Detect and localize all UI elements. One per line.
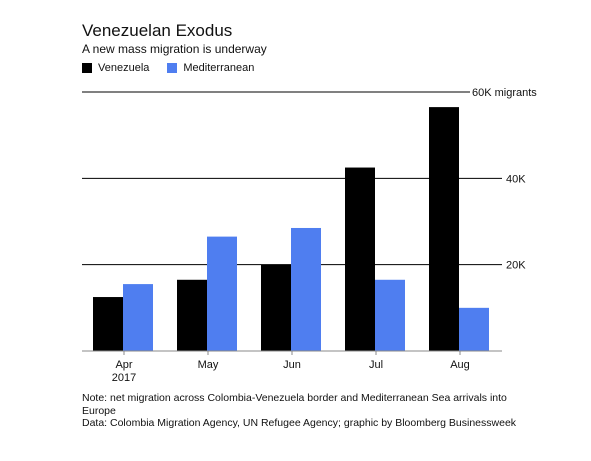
y-tick-label-1: 40K: [506, 173, 526, 185]
legend-label-venezuela: Venezuela: [98, 62, 150, 74]
legend-label-mediterranean: Mediterranean: [183, 62, 255, 74]
bar-mediterranean-jul: [375, 279, 405, 351]
bar-mediterranean-may: [207, 236, 237, 351]
bar-mediterranean-jun: [291, 227, 321, 351]
legend: Venezuela Mediterranean: [82, 62, 272, 74]
x-tick-sublabel-0: 2017: [112, 372, 136, 384]
x-tick-label-jun: Jun: [283, 359, 301, 371]
legend-item-venezuela: Venezuela: [82, 62, 149, 74]
chart-title: Venezuelan Exodus: [82, 21, 233, 40]
note-text: Note: net migration across Colombia-Vene…: [82, 392, 507, 417]
bar-venezuela-aug: [429, 107, 459, 351]
legend-swatch-mediterranean: [167, 63, 178, 73]
bar-venezuela-jul: [345, 167, 375, 351]
y-tick-label-2: 60K migrants: [472, 87, 537, 99]
x-tick-label-apr: Apr: [115, 359, 132, 371]
bar-venezuela-jun: [261, 264, 291, 351]
x-tick-label-may: May: [198, 359, 219, 371]
chart-notes: Note: net migration across Colombia-Vene…: [82, 392, 522, 430]
bar-venezuela-apr: [93, 297, 123, 351]
chart-subtitle: A new mass migration is underway: [82, 42, 267, 56]
source-text: Data: Colombia Migration Agency, UN Refu…: [82, 417, 517, 429]
bar-venezuela-may: [177, 279, 207, 351]
legend-swatch-venezuela: [82, 63, 92, 73]
x-tick-label-jul: Jul: [369, 359, 383, 371]
legend-item-mediterranean: Mediterranean: [167, 62, 254, 74]
bar-mediterranean-apr: [123, 284, 153, 351]
x-tick-label-aug: Aug: [450, 359, 470, 371]
bar-mediterranean-aug: [459, 307, 489, 351]
y-tick-label-0: 20K: [506, 260, 526, 272]
